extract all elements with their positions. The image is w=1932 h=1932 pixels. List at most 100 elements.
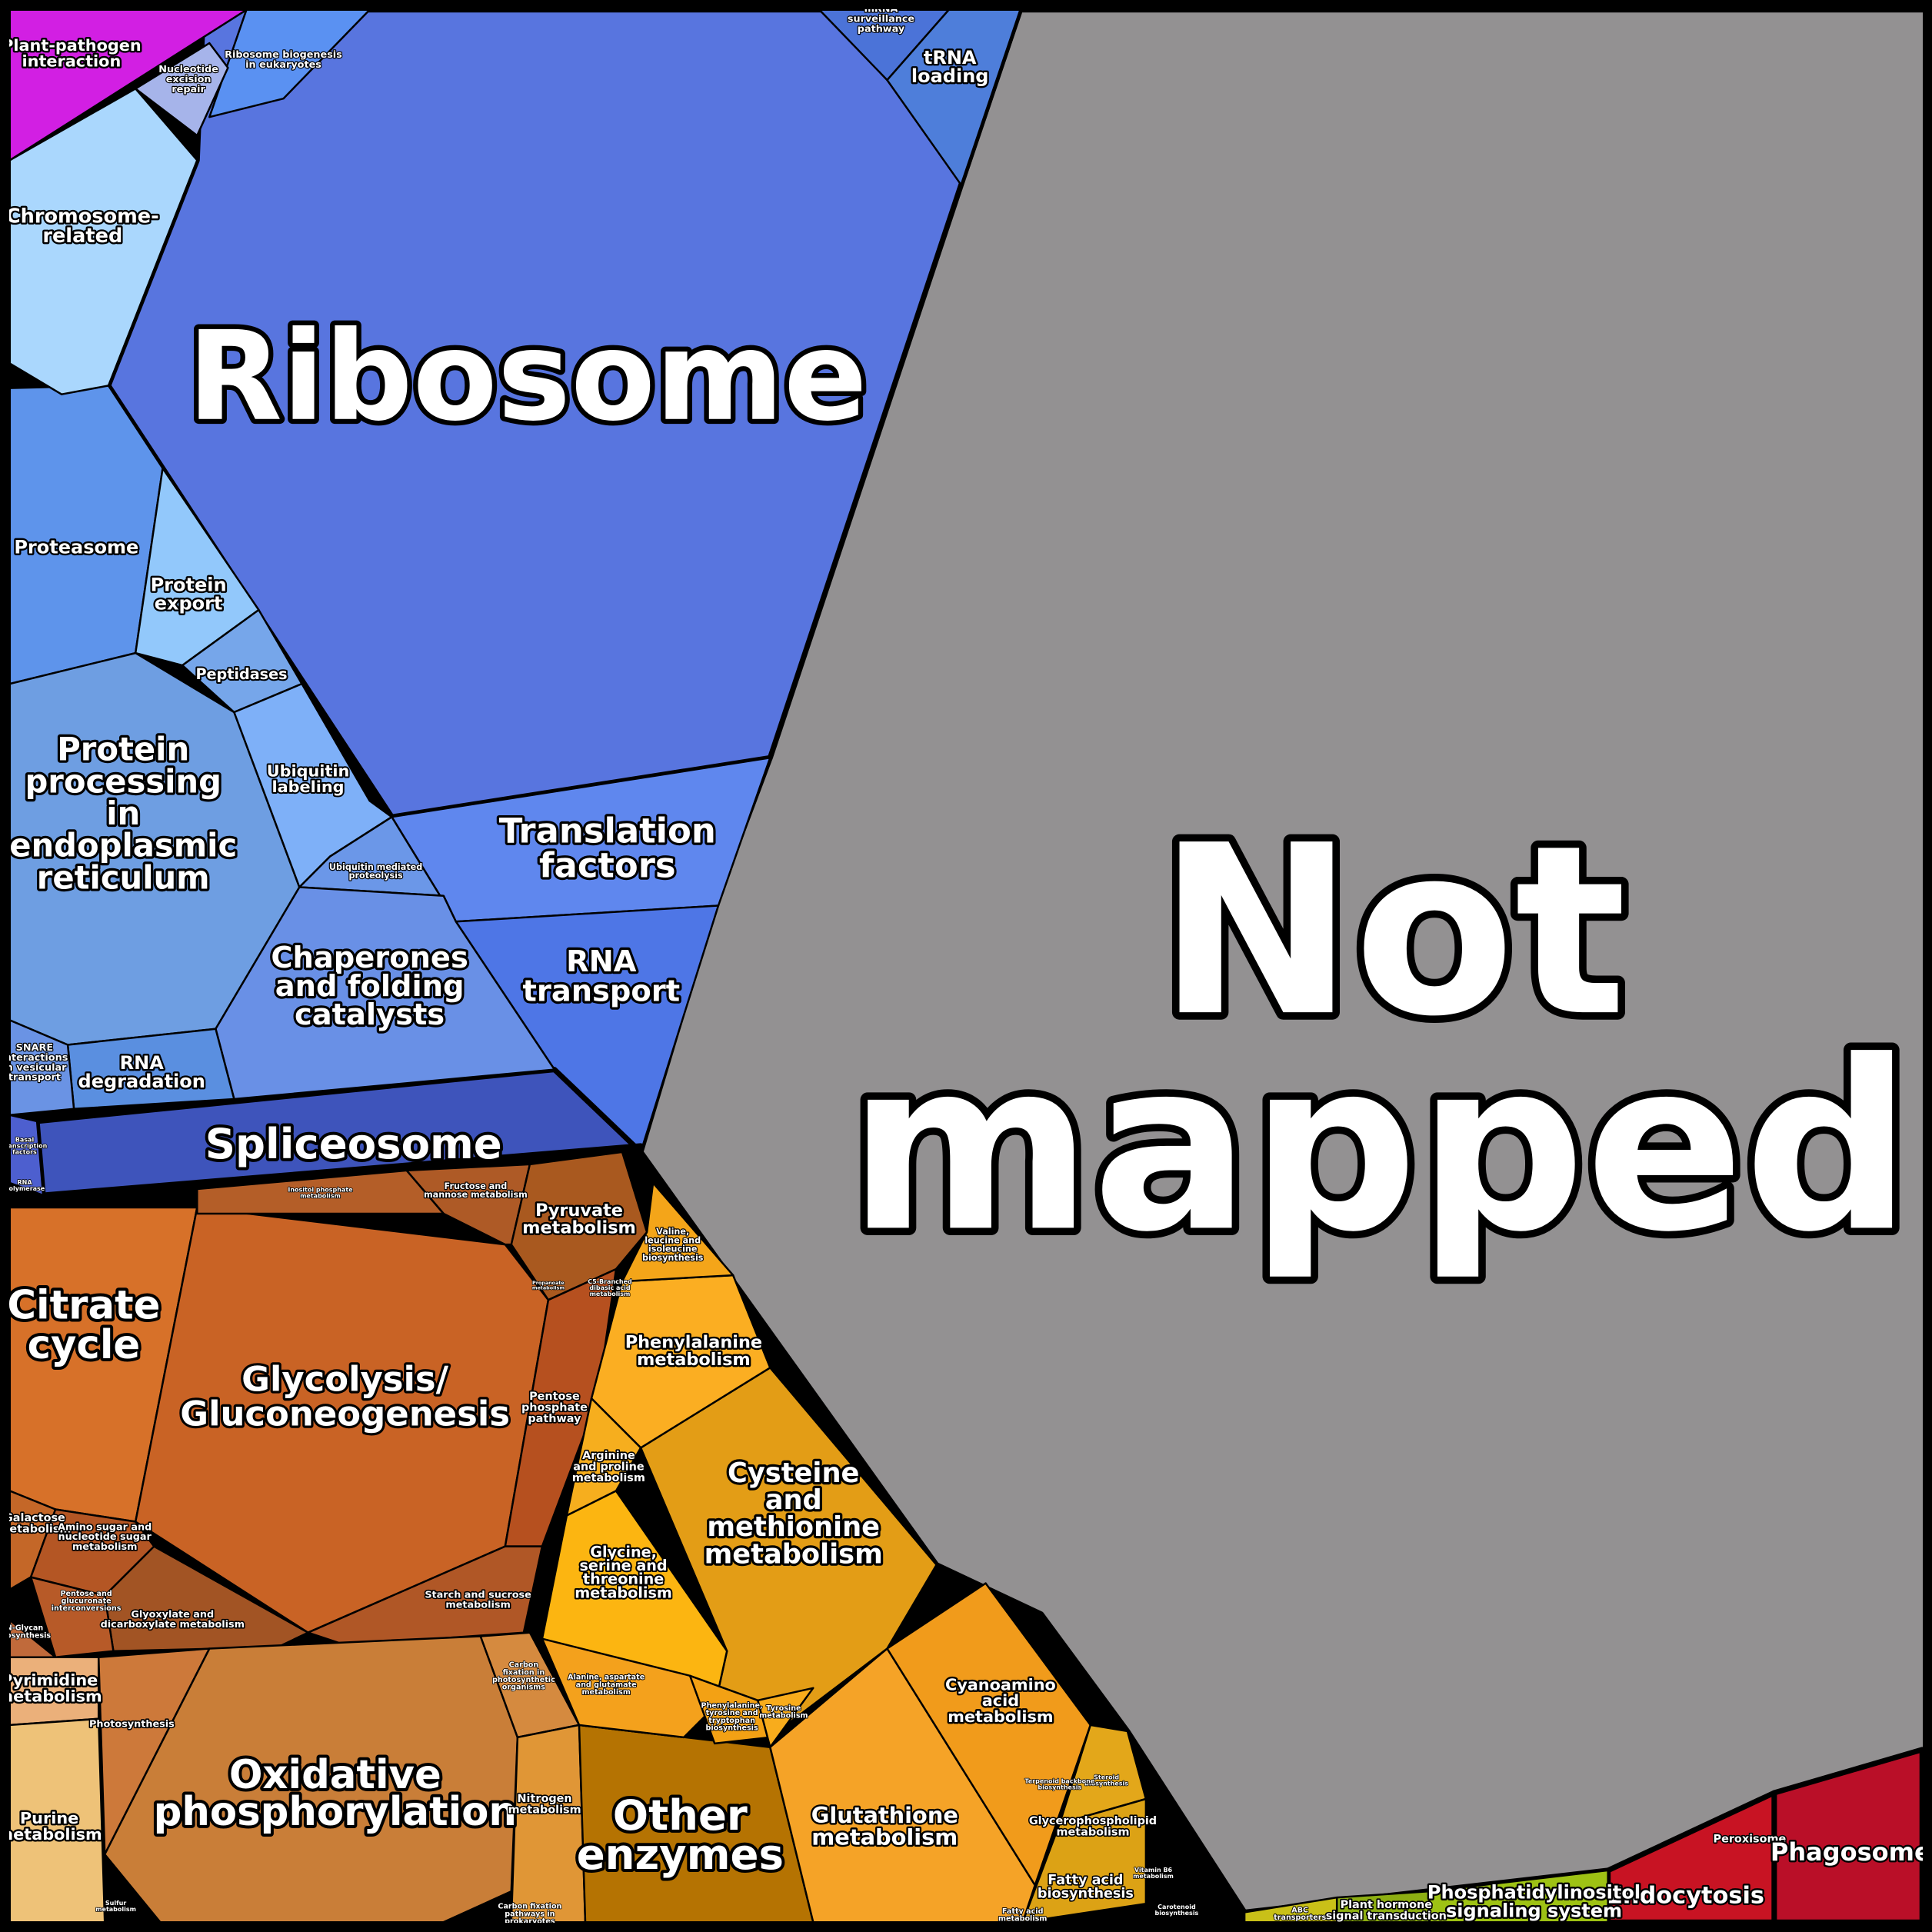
label-line: Citrate bbox=[7, 1283, 160, 1329]
label-line: ABC bbox=[1291, 1907, 1308, 1915]
label-line: Other bbox=[613, 1790, 748, 1840]
label-line: Plant-pathogen bbox=[2, 36, 142, 55]
label-line: tRNA bbox=[924, 47, 977, 68]
label-phagosome: Phagosome bbox=[1770, 1837, 1931, 1867]
label-line: Oxidative bbox=[229, 1752, 441, 1798]
label-line: Spliceosome bbox=[205, 1119, 502, 1168]
label-line: Phenylalanine, bbox=[701, 1702, 763, 1710]
label-fructose-mannose: Fructose and mannose metabolism bbox=[424, 1181, 528, 1200]
cell-fatty-acid-biosynthesis bbox=[1021, 1797, 1148, 1924]
label-line: metabolism bbox=[575, 1584, 672, 1601]
label-line: Photosynthesis bbox=[89, 1719, 175, 1730]
label-line: metabolism bbox=[582, 1688, 631, 1697]
label-line: methionine bbox=[707, 1511, 880, 1543]
label-peptidases: Peptidases bbox=[195, 665, 287, 683]
label-glyoxylate: Glyoxylate and dicarboxylate metabolism bbox=[101, 1609, 245, 1631]
label-spliceosome: Spliceosome bbox=[205, 1119, 502, 1168]
label-line: SNARE bbox=[16, 1042, 53, 1054]
label-line: metabolism bbox=[1057, 1827, 1130, 1839]
cell-valine-leucine bbox=[621, 1181, 734, 1283]
label-mrna-surveillance: mRNA surveillance pathway bbox=[848, 4, 915, 35]
label-line: Carbon fixation bbox=[498, 1903, 561, 1911]
label-line: Arginine bbox=[582, 1450, 635, 1462]
label-phosphatidylinositol: Phosphatidylinositol signaling system bbox=[1427, 1881, 1641, 1921]
label-line: RNA bbox=[566, 944, 637, 979]
label-line: organisms bbox=[502, 1684, 545, 1692]
label-not-mapped: Not bbox=[1158, 794, 1627, 1068]
label-line: Phagosome bbox=[1770, 1837, 1931, 1867]
label-line: Ribosome biogenesis bbox=[225, 49, 342, 61]
label-line: Galactose bbox=[4, 1512, 65, 1524]
cell-basal-transcription bbox=[8, 1114, 45, 1197]
label-line: Amino sugar and bbox=[58, 1521, 152, 1533]
label-steroid-biosynthesis: Steroid biosynthesis bbox=[1084, 1774, 1128, 1787]
label-proteasome: Proteasome bbox=[14, 537, 138, 558]
label-line: phosphorylation bbox=[154, 1789, 517, 1835]
label-line: acid bbox=[982, 1691, 1019, 1710]
label-line: interactions bbox=[1, 1052, 68, 1064]
label-line: Pentose bbox=[529, 1391, 580, 1403]
label-line: Pyrimidine bbox=[1, 1671, 98, 1690]
label-terpenoid: Terpenoid backbone biosynthesis bbox=[1024, 1778, 1094, 1791]
label-line: surveillance bbox=[848, 14, 915, 25]
cell-trna-loading bbox=[886, 8, 1021, 186]
label-vitamin-b6: Vitamin B6 metabolism bbox=[1133, 1867, 1174, 1880]
label-line: Valine, bbox=[656, 1227, 689, 1237]
label-line: factors bbox=[12, 1149, 37, 1156]
label-line: transcription bbox=[2, 1143, 48, 1150]
label-translation-factors: Translation factors bbox=[499, 811, 716, 886]
label-basal-transcription: Basal transcription factors bbox=[2, 1137, 48, 1156]
label-other-enzymes: Other enzymes bbox=[577, 1790, 784, 1879]
label-sulfur: Sulfur metabolism bbox=[95, 1900, 136, 1913]
label-line: transport bbox=[523, 974, 681, 1008]
label-line: biosynthesis bbox=[1154, 1910, 1198, 1917]
label-line: proteolysis bbox=[349, 871, 403, 881]
label-line: Protein bbox=[151, 575, 227, 596]
label-line: Glycolysis/ bbox=[242, 1358, 448, 1399]
label-line: Plant hormone bbox=[1341, 1899, 1433, 1911]
cell-pentose-glucuronate bbox=[29, 1576, 115, 1658]
label-line: metabolism bbox=[95, 1906, 136, 1913]
label-line: fixation in bbox=[503, 1668, 545, 1677]
label-line: metabolism bbox=[572, 1472, 645, 1484]
label-n-glycan: N-Glycan biosynthesis bbox=[0, 1624, 51, 1641]
label-ubiquitin-labeling: Ubiquitin labeling bbox=[267, 761, 350, 796]
label-line: Peptidases bbox=[195, 665, 287, 683]
label-line: Purine bbox=[20, 1809, 78, 1827]
label-line: Nitrogen bbox=[518, 1793, 572, 1805]
label-line: pathway bbox=[528, 1413, 581, 1425]
label-cyanoamino: Cyanoamino acid metabolism bbox=[945, 1675, 1056, 1726]
label-line: Glycerophospholipid bbox=[1029, 1815, 1157, 1827]
label-line: isoleucine bbox=[648, 1244, 698, 1254]
label-photosynthesis: Photosynthesis bbox=[89, 1719, 175, 1730]
label-line: transport bbox=[8, 1072, 61, 1084]
label-carbon-fixation: Carbon fixation in photosynthetic organisms bbox=[492, 1661, 555, 1692]
label-arginine-proline: Arginine and proline metabolism bbox=[572, 1450, 645, 1484]
label-plant-hormone: Plant hormone signal transduction bbox=[1326, 1899, 1447, 1922]
label-line: dicarboxylate metabolism bbox=[101, 1619, 245, 1631]
cell-nitrogen bbox=[510, 1724, 587, 1924]
label-line: Tyrosine bbox=[766, 1704, 801, 1713]
label-line: Not bbox=[1158, 794, 1627, 1068]
label-line: Terpenoid backbone bbox=[1024, 1778, 1094, 1785]
label-nitrogen: Nitrogen metabolism bbox=[508, 1793, 581, 1816]
label-line: Chromosome- bbox=[6, 205, 159, 228]
label-line: metabolism bbox=[759, 1711, 808, 1720]
label-line: biosynthesis bbox=[1038, 1887, 1134, 1902]
label-line: Fructose and bbox=[445, 1181, 508, 1191]
cell-abc-transporters bbox=[1243, 1896, 1338, 1924]
label-line: leucine and bbox=[645, 1235, 701, 1245]
label-line: and glutamate bbox=[576, 1681, 638, 1689]
label-line: Ubiquitin bbox=[267, 761, 350, 780]
label-line: glucuronate bbox=[61, 1597, 112, 1605]
label-line: Proteasome bbox=[14, 537, 138, 558]
label-nucleotide-excision-repair: Nucleotide excision repair bbox=[158, 64, 218, 95]
cell-plant-pathogen bbox=[8, 8, 248, 162]
label-line: Carotenoid bbox=[1158, 1904, 1196, 1910]
label-protein-processing-er: Protein processing in endoplasmic reticulum bbox=[9, 731, 237, 897]
label-line: metabolism bbox=[445, 1599, 510, 1611]
label-line: Cyanoamino bbox=[945, 1675, 1056, 1694]
label-line: Glycine, bbox=[590, 1544, 657, 1561]
label-line: Pyruvate bbox=[535, 1201, 623, 1221]
